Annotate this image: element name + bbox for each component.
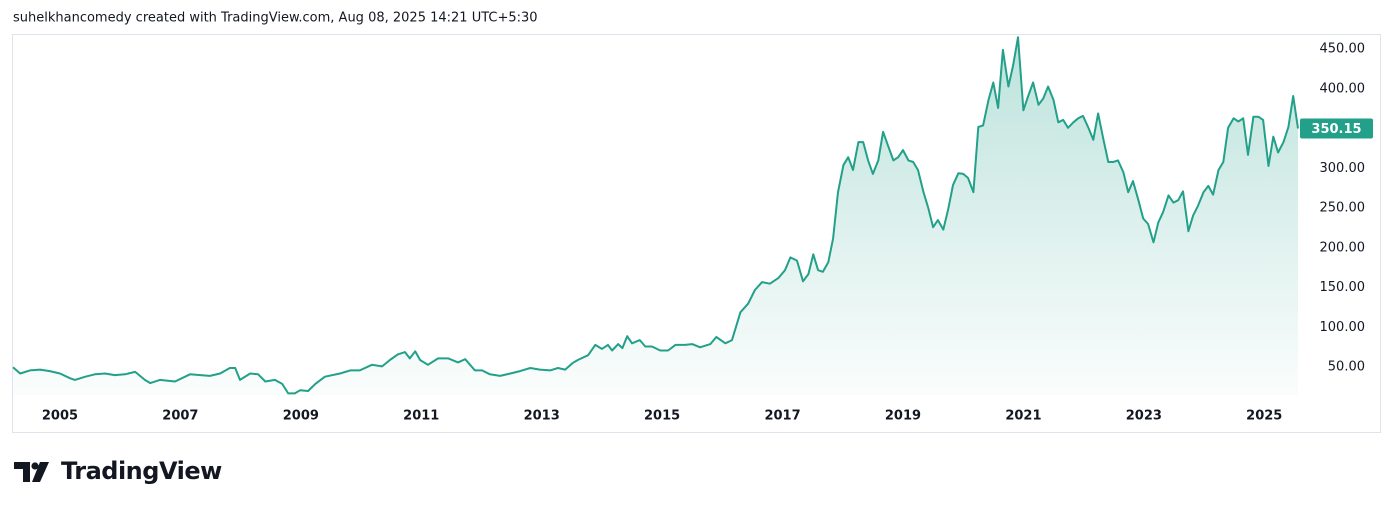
y-tick-label: 100.00 [1320, 320, 1366, 335]
x-tick-label: 2021 [1005, 409, 1041, 424]
last-price-tag [1300, 118, 1373, 139]
x-tick-label: 2009 [283, 409, 319, 424]
area-fill [13, 37, 1298, 395]
plot: 50.00100.00150.00200.00250.00300.00350.0… [12, 36, 1373, 424]
y-tick-label: 200.00 [1320, 240, 1366, 255]
y-tick-label: 150.00 [1320, 280, 1366, 295]
x-tick-label: 2011 [403, 409, 439, 424]
y-tick-label: 450.00 [1320, 42, 1366, 57]
x-tick-label: 2025 [1246, 409, 1282, 424]
x-tick-label: 2013 [524, 409, 560, 424]
x-tick-label: 2017 [764, 409, 800, 424]
y-tick-label: 300.00 [1320, 161, 1366, 176]
header: suhelkhancomedy created with TradingView… [13, 11, 538, 26]
x-tick-label: 2005 [42, 409, 78, 424]
price-line [12, 36, 1299, 395]
y-tick-label: 250.00 [1320, 201, 1366, 216]
x-tick-label: 2023 [1126, 409, 1162, 424]
y-tick-label: 50.00 [1328, 360, 1365, 375]
x-tick-label: 2019 [885, 409, 921, 424]
last-price-label: 350.15 [1311, 122, 1361, 137]
x-tick-label: 2007 [162, 409, 198, 424]
brand-name: TradingView [61, 457, 222, 485]
y-tick-label: 400.00 [1320, 81, 1366, 96]
brand-logo [14, 462, 49, 482]
chart-frame [12, 34, 1381, 433]
x-tick-label: 2015 [644, 409, 680, 424]
